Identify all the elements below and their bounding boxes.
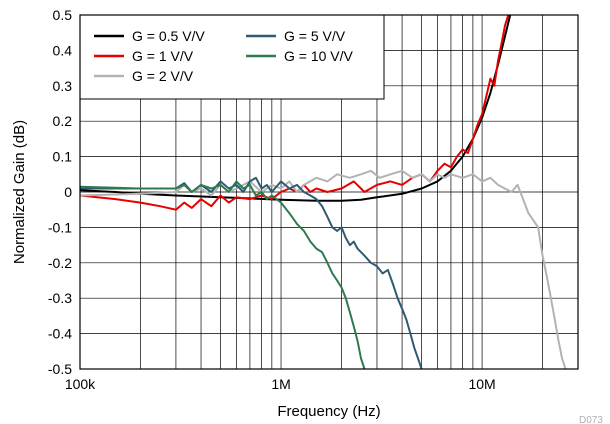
y-tick-label: 0 <box>64 184 72 200</box>
y-tick-label: -0.3 <box>48 290 72 306</box>
y-tick-label: -0.5 <box>48 361 72 377</box>
y-tick-label: 0.5 <box>53 7 73 23</box>
y-axis-tick-labels: 0.5 0.4 0.3 0.2 0.1 0 -0.1 -0.2 -0.3 -0.4 -0.5 <box>48 7 72 377</box>
legend-label: G = 2 V/V <box>132 68 194 84</box>
series-line-g-1-v-v <box>80 15 510 211</box>
series-lines <box>80 15 567 369</box>
x-axis-tick-labels: 100k 1M 10M <box>65 376 496 392</box>
series-line-g-0-5-v-v <box>80 15 512 202</box>
y-tick-label: 0.1 <box>53 149 73 165</box>
y-tick-label: 0.4 <box>53 42 73 58</box>
legend-label: G = 1 V/V <box>132 48 194 64</box>
x-tick-label: 100k <box>65 376 96 392</box>
y-axis-title: Normalized Gain (dB) <box>11 120 28 264</box>
legend-label: G = 10 V/V <box>284 48 354 64</box>
y-tick-label: -0.4 <box>48 326 72 342</box>
x-tick-label: 1M <box>271 376 290 392</box>
y-tick-label: 0.3 <box>53 78 73 94</box>
legend-label: G = 5 V/V <box>284 28 346 44</box>
x-tick-label: 10M <box>468 376 495 392</box>
y-tick-label: -0.1 <box>48 219 72 235</box>
legend-label: G = 0.5 V/V <box>132 28 205 44</box>
legend: G = 0.5 V/V G = 1 V/V G = 2 V/V G = 5 V/V G … <box>79 14 385 100</box>
figure-id: D073 <box>579 415 603 424</box>
plot-area-frame <box>79 14 579 370</box>
x-axis-title: Frequency (Hz) <box>277 403 380 420</box>
series-line-g-10-v-v <box>80 180 366 369</box>
legend-box <box>79 14 385 100</box>
y-tick-label: 0.2 <box>53 113 73 129</box>
y-tick-label: -0.2 <box>48 255 72 271</box>
series-line-g-5-v-v <box>80 176 423 369</box>
